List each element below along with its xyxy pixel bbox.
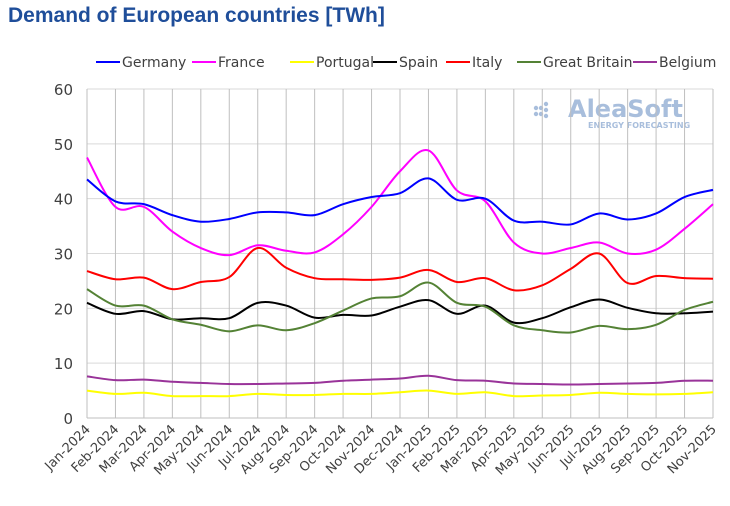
legend-label: Spain	[399, 55, 438, 71]
y-tick-label: 30	[54, 246, 73, 264]
watermark-dot-icon	[543, 113, 549, 119]
legend-label: Portugal	[316, 55, 374, 71]
y-tick-label: 60	[54, 81, 73, 99]
legend-label: France	[218, 55, 265, 71]
y-tick-label: 20	[54, 300, 73, 318]
legend-label: Great Britain	[543, 55, 633, 71]
y-tick-label: 50	[54, 136, 73, 154]
watermark-dot-icon	[533, 105, 539, 111]
legend-label: Belgium	[659, 55, 716, 71]
watermark-logo: AleaSoft	[568, 95, 683, 123]
chart-title: Demand of European countries [TWh]	[8, 4, 385, 27]
watermark-tagline: ENERGY FORECASTING	[588, 121, 690, 130]
watermark-dot-icon	[543, 101, 549, 107]
y-tick-label: 0	[63, 410, 73, 428]
legend-label: Germany	[122, 55, 186, 71]
watermark-dot-icon	[543, 107, 549, 113]
watermark-dot-icon	[533, 111, 539, 117]
legend-label: Italy	[472, 55, 502, 71]
y-tick-label: 40	[54, 191, 73, 209]
y-tick-label: 10	[54, 355, 73, 373]
